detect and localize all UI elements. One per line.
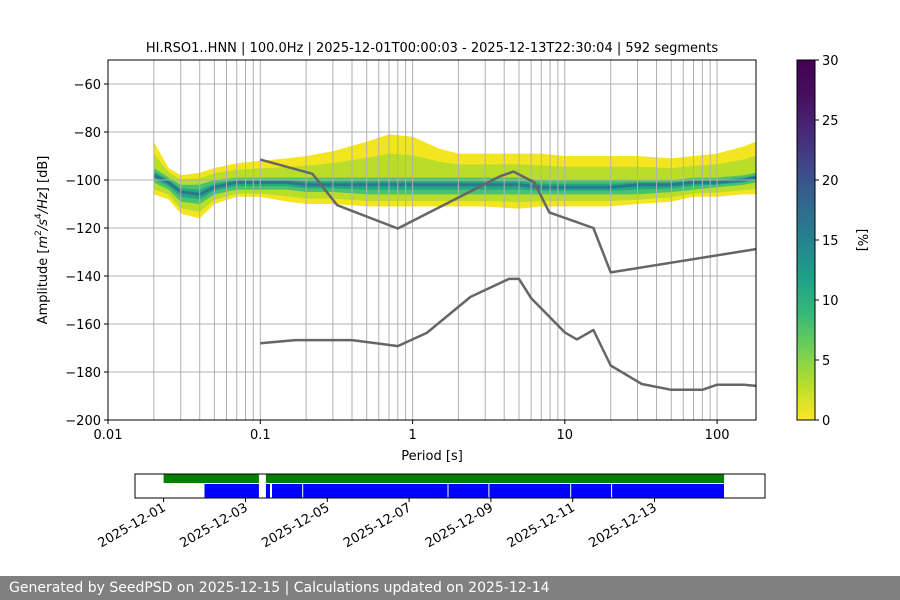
timeline-tick-label: 2025-12-01 bbox=[96, 500, 169, 551]
colorbar-tick-label: 30 bbox=[822, 54, 839, 69]
y-tick-label: −180 bbox=[65, 366, 101, 381]
footer-bar: Generated by SeedPSD on 2025-12-15 | Cal… bbox=[0, 576, 900, 600]
colorbar-tick-label: 5 bbox=[822, 354, 830, 369]
available-data-bar bbox=[265, 474, 725, 483]
y-tick-label: −200 bbox=[65, 414, 101, 429]
y-label-sym3: Hz bbox=[36, 191, 51, 209]
timeline-tick-label: 2025-12-13 bbox=[587, 500, 660, 551]
colorbar: 0 5 10 15 20 25 30 [%] bbox=[796, 54, 869, 429]
timeline-plot: 2025-12-01 2025-12-03 2025-12-05 2025-12-07… bbox=[96, 473, 766, 551]
plot-background bbox=[108, 60, 756, 420]
y-tick-label: −100 bbox=[65, 174, 101, 189]
y-tick-label: −160 bbox=[65, 318, 101, 333]
y-tick-label: −140 bbox=[65, 270, 101, 285]
timeline-tick-label: 2025-12-09 bbox=[423, 500, 496, 551]
x-axis-label: Period [s] bbox=[401, 449, 463, 464]
chart-title: HI.RSO1..HNN | 100.0Hz | 2025-12-01T00:0… bbox=[146, 41, 718, 56]
period-gridlines bbox=[153, 60, 718, 420]
available-data-bar bbox=[163, 474, 259, 483]
x-tick-label: 1 bbox=[408, 428, 416, 443]
plot-frame bbox=[107, 59, 757, 421]
y-label-pre: Amplitude [ bbox=[36, 249, 51, 325]
y-label-sup2: 4 bbox=[34, 213, 44, 219]
timeline-tick-label: 2025-12-07 bbox=[341, 500, 414, 551]
main-plot: 0.01 0.1 1 10 100 −200 −180 −160 −140 −120 −100 −8… bbox=[34, 59, 757, 464]
psd-density bbox=[153, 134, 756, 219]
processed-segment-bar bbox=[272, 484, 724, 498]
colorbar-tick-label: 0 bbox=[822, 414, 830, 429]
colorbar-tick-label: 10 bbox=[822, 294, 839, 309]
footer-text: Generated by SeedPSD on 2025-12-15 | Cal… bbox=[9, 580, 550, 596]
timeline-tick-label: 2025-12-05 bbox=[259, 500, 332, 551]
density-mode-ridge bbox=[153, 173, 756, 196]
low-noise-model-line bbox=[260, 277, 756, 392]
x-tick-label: 0.01 bbox=[94, 428, 123, 443]
timeline-tick-label: 2025-12-03 bbox=[178, 500, 251, 551]
x-tick-label: 10 bbox=[557, 428, 574, 443]
y-axis-label: Amplitude [m2/s4/Hz] [dB] bbox=[34, 156, 51, 325]
y-label-slash: / bbox=[36, 207, 51, 214]
processed-segment-bar bbox=[265, 484, 270, 498]
x-axis: 0.01 0.1 1 10 100 bbox=[94, 420, 730, 443]
colorbar-tick-label: 25 bbox=[822, 114, 839, 129]
timeline-tick-label: 2025-12-11 bbox=[505, 500, 578, 551]
x-tick-label: 0.1 bbox=[250, 428, 271, 443]
y-tick-label: −120 bbox=[65, 222, 101, 237]
y-label-post: ] [dB] bbox=[36, 156, 51, 193]
y-label-sym1: m bbox=[36, 236, 51, 249]
colorbar-tick-label: 20 bbox=[822, 174, 839, 189]
y-axis: −200 −180 −160 −140 −120 −100 −80 −60 bbox=[65, 78, 108, 429]
timeline-bars bbox=[163, 474, 725, 498]
colorbar-tick-label: 15 bbox=[822, 234, 839, 249]
processed-segment-bar bbox=[204, 484, 259, 498]
timeline-frame bbox=[134, 473, 766, 499]
high-noise-model-line bbox=[259, 158, 756, 274]
y-label-sym2: s bbox=[36, 219, 51, 226]
y-label-sup1: 2 bbox=[34, 230, 44, 236]
y-tick-label: −80 bbox=[74, 126, 101, 141]
colorbar-gradient bbox=[797, 60, 815, 420]
noise-model-lines bbox=[259, 158, 756, 392]
y-tick-label: −60 bbox=[74, 78, 101, 93]
timeline-axis: 2025-12-01 2025-12-03 2025-12-05 2025-12-07… bbox=[96, 498, 660, 551]
x-tick-label: 100 bbox=[705, 428, 730, 443]
colorbar-label: [%] bbox=[854, 229, 869, 252]
y-label-mid: / bbox=[36, 224, 51, 231]
colorbar-ticks: 0 5 10 15 20 25 30 bbox=[815, 54, 839, 429]
